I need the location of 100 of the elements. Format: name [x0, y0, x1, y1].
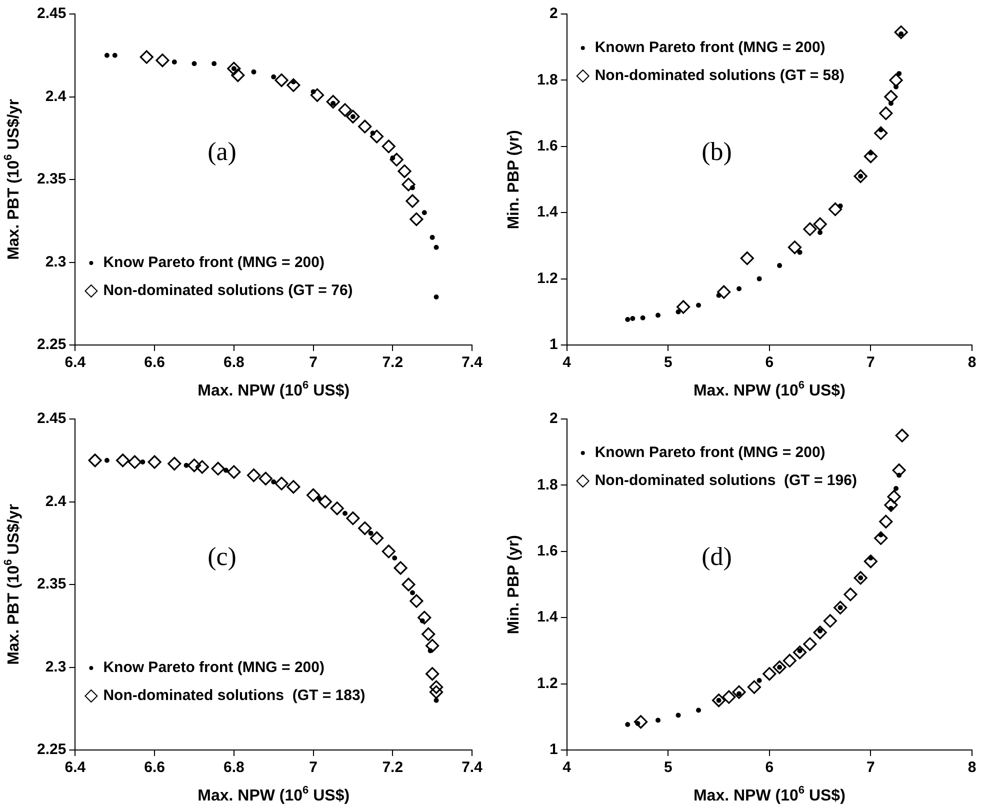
point	[634, 715, 648, 729]
legend-label: Know Pareto front (MNG = 200)	[103, 254, 324, 272]
point	[128, 455, 142, 469]
x-tick-label: 6.8	[223, 354, 244, 372]
point	[676, 300, 690, 314]
y-tick-label: 2.35	[36, 170, 66, 188]
point	[382, 544, 396, 558]
x-tick-label: 4	[562, 354, 572, 372]
point	[410, 185, 415, 190]
point	[410, 212, 424, 226]
x-tick-label: 7	[866, 759, 875, 776]
point	[722, 690, 736, 704]
point	[864, 554, 878, 568]
point	[306, 488, 320, 502]
point	[888, 506, 894, 511]
point	[756, 276, 762, 282]
point	[382, 140, 396, 154]
point	[271, 479, 276, 484]
y-tick-label: 1.2	[536, 674, 558, 692]
point	[140, 50, 154, 64]
y-tick-label: 2	[550, 5, 558, 22]
point	[358, 521, 372, 536]
point	[429, 680, 444, 694]
point	[717, 285, 731, 299]
legend-label: Non-dominated solutions (GT = 183)	[103, 687, 366, 704]
point	[316, 496, 322, 501]
point	[104, 458, 110, 463]
point	[896, 472, 902, 478]
point	[712, 694, 726, 708]
point	[318, 494, 332, 509]
point	[342, 510, 348, 516]
point	[212, 61, 217, 66]
point	[874, 531, 888, 545]
point	[184, 462, 189, 468]
x-tick-label: 7	[866, 354, 875, 372]
point	[892, 464, 906, 478]
point	[894, 84, 899, 90]
point	[420, 618, 425, 624]
point	[736, 286, 742, 292]
point	[676, 309, 681, 314]
annotation: (c)	[208, 542, 236, 571]
point	[326, 94, 340, 109]
legend-label: Non-dominated solutions (GT = 58)	[594, 67, 844, 84]
x-tick-label: 4	[562, 759, 572, 776]
y-tick-label: 1.4	[536, 608, 558, 626]
y-tick-label: 2.3	[45, 658, 66, 676]
point	[434, 244, 439, 250]
point	[838, 203, 843, 208]
point	[428, 648, 433, 654]
point	[390, 155, 396, 160]
point	[878, 127, 884, 132]
y-tick-label: 2.25	[36, 336, 66, 354]
point	[884, 90, 898, 104]
y-tick-label: 2.45	[36, 410, 66, 428]
point	[258, 472, 272, 486]
point	[888, 100, 894, 106]
point	[310, 88, 324, 102]
point	[635, 721, 640, 726]
point	[894, 25, 908, 40]
x-tick-label: 6	[765, 759, 774, 776]
x-tick-label: 7	[309, 759, 318, 776]
point	[828, 202, 842, 216]
y-tick-label: 2.25	[36, 741, 66, 758]
point	[187, 458, 202, 472]
y-axis-title: Min. PBP (yr)	[505, 130, 522, 230]
point	[88, 454, 102, 468]
point	[370, 531, 384, 545]
point	[394, 561, 408, 575]
point	[148, 455, 162, 469]
point	[172, 59, 177, 64]
point	[676, 712, 681, 718]
y-tick-label: 2	[550, 410, 558, 428]
y-tick-label: 2.45	[36, 5, 66, 22]
point	[223, 468, 228, 473]
point	[346, 110, 360, 124]
point	[418, 610, 432, 624]
x-tick-label: 7.4	[462, 354, 484, 372]
point	[756, 678, 762, 683]
point	[211, 462, 225, 476]
point	[878, 532, 884, 538]
point	[246, 468, 261, 482]
point	[227, 465, 241, 479]
point	[813, 626, 827, 640]
y-tick-label: 1.4	[536, 204, 558, 221]
point	[434, 698, 439, 703]
point	[896, 71, 902, 76]
point	[406, 194, 420, 208]
point	[426, 638, 440, 653]
annotation: (d)	[702, 542, 732, 571]
point	[874, 126, 888, 140]
annotation: (a)	[208, 136, 236, 166]
x-tick-label: 7.2	[382, 759, 404, 776]
point	[422, 210, 427, 216]
point	[422, 627, 436, 641]
y-tick-label: 1.2	[536, 270, 558, 287]
point	[813, 217, 827, 231]
point	[330, 502, 344, 516]
x-tick-label: 5	[664, 354, 672, 372]
point	[410, 590, 415, 596]
point	[864, 150, 878, 164]
